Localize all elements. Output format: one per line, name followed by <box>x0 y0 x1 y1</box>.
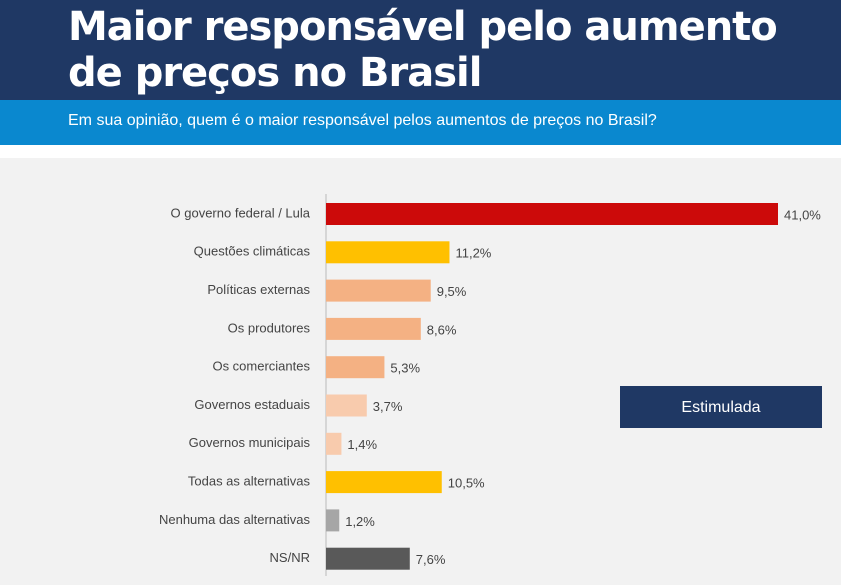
subtitle: Em sua opinião, quem é o maior responsáv… <box>68 112 657 129</box>
badge-box <box>620 386 822 428</box>
category-label: Políticas externas <box>207 282 310 297</box>
value-label: 11,2% <box>455 246 491 261</box>
subtitle-band: Em sua opinião, quem é o maior responsáv… <box>0 100 841 145</box>
value-label: 5,3% <box>390 361 420 376</box>
chart: O governo federal / Lula 41,0% Questões cl… <box>0 158 841 585</box>
bar <box>326 356 385 379</box>
bar <box>326 317 421 340</box>
bar <box>326 203 778 225</box>
category-label: Nenhuma das alternativas <box>159 512 311 527</box>
category-label: Governos municipais <box>189 435 311 450</box>
value-label: 3,7% <box>373 399 403 414</box>
bar <box>326 547 410 570</box>
bar <box>326 509 340 532</box>
category-label: Os comerciantes <box>212 359 310 374</box>
bar <box>326 279 431 302</box>
category-label: Todas as alternativas <box>188 474 311 489</box>
value-label: 8,6% <box>427 322 457 337</box>
value-label: 1,4% <box>347 437 377 452</box>
bar <box>326 471 442 494</box>
value-label: 1,2% <box>345 514 375 529</box>
bar <box>326 394 367 417</box>
bar <box>326 432 342 455</box>
badge: Estimulada <box>681 399 760 416</box>
header: Maior responsável pelo aumento de preços… <box>0 0 841 100</box>
value-label: 7,6% <box>416 552 446 567</box>
category-label: Os produtores <box>228 320 311 335</box>
chart-background <box>0 158 841 585</box>
value-label: 9,5% <box>437 284 467 299</box>
category-label: Governos estaduais <box>194 397 310 412</box>
category-label: Questões climáticas <box>194 244 311 259</box>
category-label: O governo federal / Lula <box>171 205 311 220</box>
title: Maior responsável pelo aumento de preços… <box>68 4 778 96</box>
bar <box>326 241 450 264</box>
value-label: 41,0% <box>784 207 821 222</box>
value-label: 10,5% <box>448 476 485 491</box>
category-label: NS/NR <box>270 550 310 565</box>
